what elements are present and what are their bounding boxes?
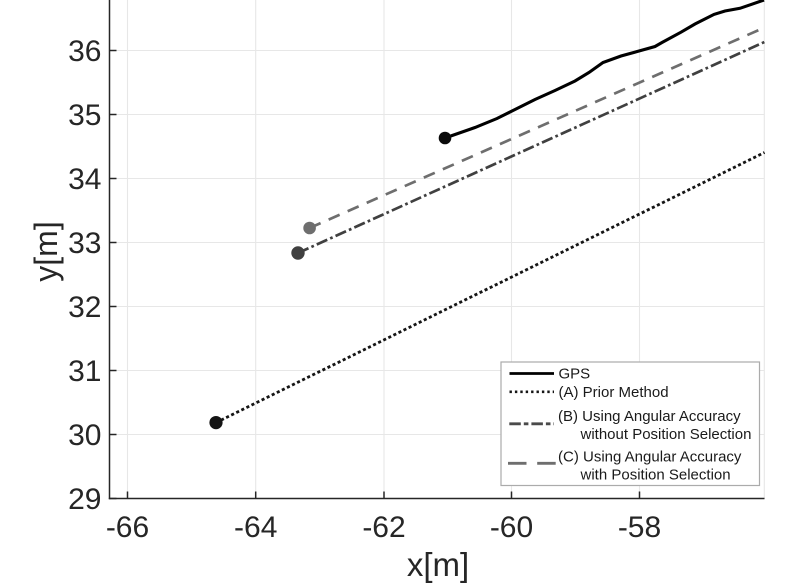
svg-text:without Position Selection: without Position Selection (580, 426, 752, 443)
svg-text:y[m]: y[m] (28, 221, 64, 281)
svg-text:35: 35 (68, 99, 101, 132)
svg-text:-62: -62 (362, 511, 405, 544)
svg-text:with Position Selection: with Position Selection (580, 467, 731, 484)
svg-text:33: 33 (68, 227, 101, 260)
svg-text:32: 32 (68, 291, 101, 324)
svg-text:(B) Using Angular Accuracy: (B) Using Angular Accuracy (558, 408, 741, 425)
svg-text:29: 29 (68, 483, 101, 516)
svg-text:x[m]: x[m] (407, 546, 469, 583)
svg-text:31: 31 (68, 355, 101, 388)
svg-text:-64: -64 (234, 511, 277, 544)
svg-text:-58: -58 (618, 511, 661, 544)
svg-text:36: 36 (68, 35, 101, 68)
svg-text:30: 30 (68, 419, 101, 452)
svg-text:-60: -60 (490, 511, 533, 544)
svg-text:(C) Using Angular Accuracy: (C) Using Angular Accuracy (558, 448, 742, 465)
svg-text:34: 34 (68, 163, 101, 196)
svg-text:(A) Prior Method: (A) Prior Method (559, 384, 669, 401)
svg-text:GPS: GPS (559, 366, 591, 383)
svg-text:-66: -66 (106, 511, 149, 544)
